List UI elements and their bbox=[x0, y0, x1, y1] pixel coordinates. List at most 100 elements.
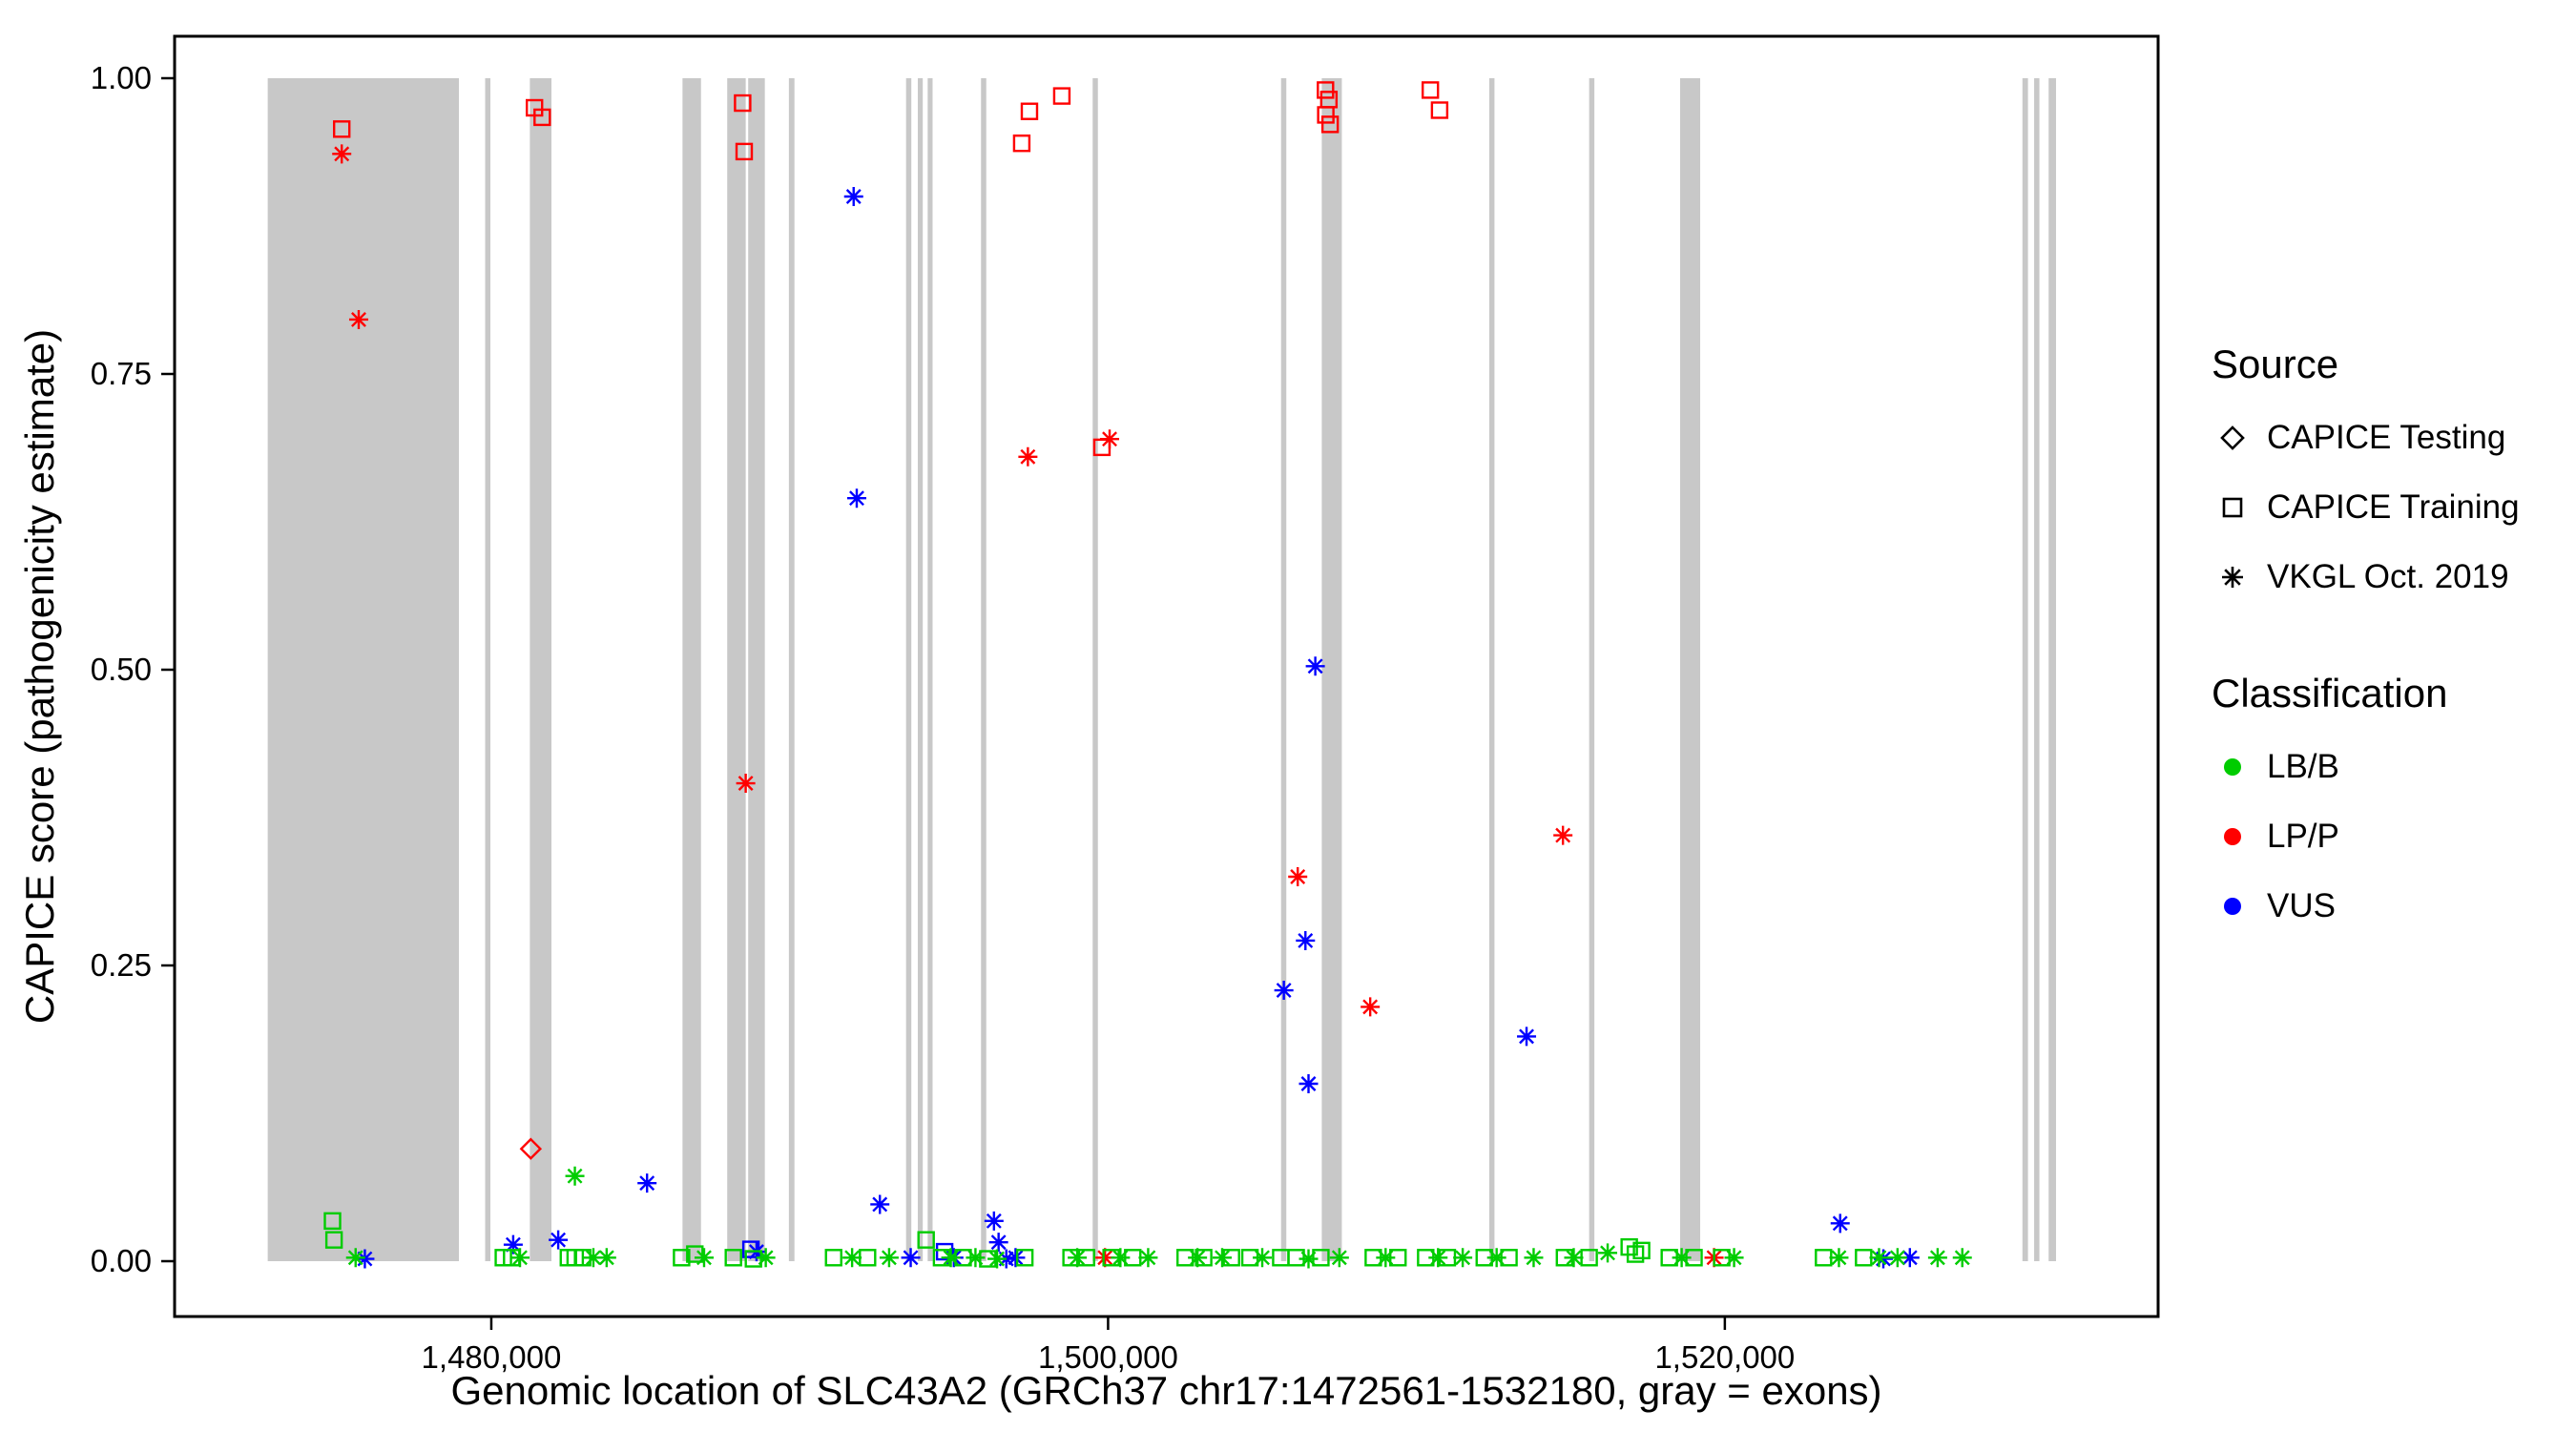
legend-item-label: VUS bbox=[2267, 886, 2336, 924]
data-point-square bbox=[741, 1240, 760, 1258]
data-point-asterisk bbox=[1927, 1248, 1947, 1268]
data-point-asterisk bbox=[694, 1248, 714, 1268]
legend-classification-title: Classification bbox=[2212, 671, 2448, 716]
exon-band bbox=[1321, 78, 1342, 1261]
blue-dot-icon bbox=[2224, 897, 2241, 915]
data-point-asterisk bbox=[1006, 1248, 1026, 1268]
data-point-asterisk bbox=[1298, 1074, 1319, 1093]
legend-item-vkgl: VKGL Oct. 2019 bbox=[2212, 542, 2520, 612]
data-point-square bbox=[1052, 87, 1071, 105]
legend-item-label: VKGL Oct. 2019 bbox=[2267, 557, 2509, 595]
data-point-asterisk bbox=[1305, 656, 1325, 676]
data-point-square bbox=[323, 1212, 342, 1231]
data-point-square bbox=[1320, 115, 1340, 134]
plot-panel-border bbox=[173, 34, 2160, 1318]
data-point-square bbox=[744, 1250, 762, 1268]
data-point-asterisk bbox=[1428, 1248, 1448, 1268]
legend-item-capice-training: CAPICE Training bbox=[2212, 472, 2520, 542]
legend-item-label: LB/B bbox=[2267, 747, 2339, 785]
data-point-square bbox=[735, 142, 754, 161]
diamond-icon bbox=[2220, 425, 2245, 450]
data-point-asterisk bbox=[1524, 1248, 1544, 1268]
x-tick-label: 1,480,000 bbox=[422, 1339, 562, 1375]
legend-item-vus: VUS bbox=[2212, 871, 2520, 941]
data-point-asterisk bbox=[565, 1166, 585, 1186]
data-point-asterisk bbox=[1068, 1248, 1088, 1268]
data-point-square bbox=[324, 1231, 343, 1249]
y-tick-label: 0.50 bbox=[91, 652, 152, 687]
data-point-asterisk bbox=[736, 774, 756, 794]
exon-band bbox=[917, 78, 924, 1261]
exon-band bbox=[981, 78, 987, 1261]
data-point-asterisk bbox=[1874, 1249, 1893, 1269]
data-point-asterisk bbox=[1274, 981, 1294, 1001]
data-point-square bbox=[859, 1249, 877, 1267]
data-point-asterisk bbox=[1952, 1248, 1972, 1268]
data-point-asterisk bbox=[332, 144, 352, 164]
data-point-asterisk bbox=[1288, 867, 1308, 886]
data-point-asterisk bbox=[1553, 825, 1573, 845]
data-point-square bbox=[824, 1249, 842, 1267]
data-point-asterisk bbox=[345, 1248, 365, 1268]
legend-item-lpp: LP/P bbox=[2212, 801, 2520, 871]
data-point-asterisk bbox=[756, 1248, 776, 1268]
exon-band bbox=[2022, 78, 2028, 1261]
data-point-asterisk bbox=[1564, 1248, 1584, 1268]
exon-band bbox=[1679, 78, 1701, 1261]
data-point-asterisk bbox=[1672, 1248, 1692, 1268]
data-point-asterisk bbox=[1188, 1248, 1208, 1268]
data-point-asterisk bbox=[1298, 1249, 1319, 1269]
exon-band bbox=[267, 78, 460, 1261]
data-point-square bbox=[1020, 102, 1039, 120]
data-point-asterisk bbox=[1724, 1248, 1744, 1268]
data-point-square bbox=[673, 1249, 691, 1267]
data-point-asterisk bbox=[549, 1230, 569, 1250]
legend: Source CAPICE Testing CAPICE Training VK… bbox=[2212, 342, 2520, 941]
data-point-asterisk bbox=[966, 1248, 986, 1268]
legend-source-title: Source bbox=[2212, 342, 2339, 386]
legend-item-lbb: LB/B bbox=[2212, 732, 2520, 801]
data-point-square bbox=[1855, 1249, 1873, 1267]
data-point-asterisk bbox=[1830, 1213, 1850, 1234]
data-point-asterisk bbox=[843, 187, 863, 206]
red-dot-icon bbox=[2224, 827, 2241, 845]
exon-band bbox=[1589, 78, 1595, 1261]
legend-source-block: Source CAPICE Testing CAPICE Training VK… bbox=[2212, 342, 2520, 612]
data-point-square bbox=[734, 93, 752, 113]
data-point-asterisk bbox=[987, 1249, 1008, 1269]
exon-band bbox=[2034, 78, 2040, 1261]
data-point-asterisk bbox=[348, 309, 368, 329]
data-point-square bbox=[1012, 134, 1031, 153]
data-point-asterisk bbox=[1517, 1027, 1537, 1047]
exon-band bbox=[905, 78, 912, 1261]
data-point-asterisk bbox=[1900, 1248, 1920, 1268]
data-point-asterisk bbox=[846, 488, 866, 508]
y-tick-label: 0.00 bbox=[91, 1243, 152, 1278]
exon-band bbox=[530, 78, 551, 1261]
data-point-square bbox=[724, 1249, 742, 1267]
data-point-asterisk bbox=[637, 1173, 657, 1193]
data-point-asterisk bbox=[941, 1248, 961, 1268]
data-point-asterisk bbox=[1138, 1248, 1158, 1268]
data-point-square bbox=[1317, 106, 1335, 124]
data-point-square bbox=[533, 108, 551, 127]
data-point-asterisk bbox=[503, 1234, 523, 1255]
data-point-square bbox=[1626, 1245, 1645, 1263]
square-icon bbox=[2222, 497, 2243, 517]
y-tick-label: 0.75 bbox=[91, 356, 152, 391]
data-point-asterisk bbox=[984, 1211, 1004, 1231]
data-point-square bbox=[1421, 81, 1440, 99]
data-point-square bbox=[935, 1242, 954, 1261]
exon-band bbox=[485, 78, 490, 1261]
data-point-asterisk bbox=[1095, 1248, 1115, 1268]
data-point-asterisk bbox=[596, 1248, 616, 1268]
data-point-asterisk bbox=[1253, 1248, 1273, 1268]
data-point-asterisk bbox=[1869, 1248, 1889, 1268]
data-point-asterisk bbox=[1486, 1248, 1506, 1268]
data-point-asterisk bbox=[1111, 1248, 1131, 1268]
data-point-asterisk bbox=[1376, 1248, 1396, 1268]
data-point-asterisk bbox=[1213, 1248, 1232, 1268]
data-point-square bbox=[1317, 81, 1335, 99]
x-tick-label: 1,500,000 bbox=[1038, 1339, 1178, 1375]
